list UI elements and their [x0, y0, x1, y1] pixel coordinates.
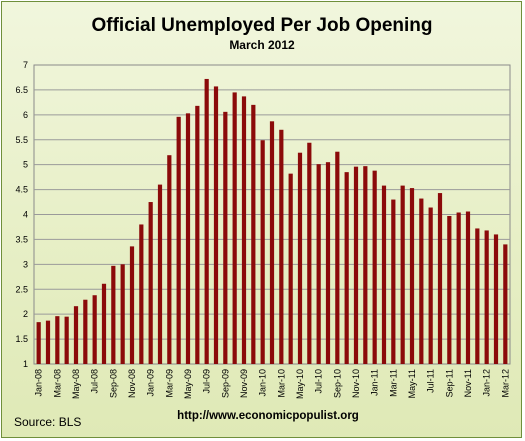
bar-Oct-11 [456, 212, 461, 364]
x-tick-label: May-08 [71, 369, 81, 399]
bar-Apr-11 [400, 185, 405, 364]
y-tick-label: 2.5 [15, 284, 28, 294]
x-tick-label: Mar-12 [500, 369, 510, 398]
x-tick-label: Jan-10 [258, 369, 268, 397]
y-tick-label: 5.5 [15, 135, 28, 145]
x-axis-tick-labels: Jan-08 Mar-08 May-08 Jul-08 Sep-08 Nov-08 Jan-… [34, 369, 511, 399]
bar-Aug-10 [325, 162, 331, 364]
x-tick-label: Jul-10 [314, 369, 324, 394]
y-tick-label: 3 [23, 259, 28, 269]
bar-Dec-11 [475, 228, 480, 364]
x-tick-label: Sep-08 [108, 369, 118, 398]
bar-Jun-11 [419, 198, 424, 364]
bar-Feb-08 [45, 320, 51, 364]
bar-May-08 [73, 306, 79, 364]
x-tick-label: Jan-12 [482, 369, 492, 397]
bar-Jan-12 [484, 230, 489, 364]
bar-Nov-08 [129, 246, 135, 364]
x-tick-label: Mar-10 [276, 369, 286, 398]
x-tick-label: Jul-09 [202, 369, 212, 394]
bar-Oct-09 [232, 92, 237, 364]
bar-Jan-10 [260, 140, 265, 364]
bar-May-11 [409, 188, 415, 364]
bar-Aug-11 [437, 193, 443, 364]
bar-Jan-08 [36, 322, 41, 364]
x-tick-label: Mar-08 [52, 369, 62, 398]
bar-Jul-11 [428, 207, 433, 364]
bar-Jun-10 [307, 142, 312, 364]
bar-Oct-08 [120, 264, 125, 364]
bar-Sep-11 [447, 215, 452, 364]
bar-Jul-08 [92, 295, 97, 364]
bar-Jan-09 [148, 202, 153, 364]
x-tick-label: May-09 [183, 369, 193, 399]
x-tick-label: Nov-11 [463, 369, 473, 397]
bar-Aug-08 [101, 283, 107, 364]
bar-Aug-09 [213, 86, 219, 365]
bar-Jun-08 [83, 299, 88, 364]
source-label: Source: BLS [14, 415, 81, 429]
y-tick-label: 4.5 [15, 185, 28, 195]
x-tick-label: Sep-10 [332, 369, 342, 398]
bar-Mar-10 [279, 129, 284, 364]
bar-Nov-11 [465, 211, 471, 364]
bar-Jan-11 [372, 170, 377, 364]
x-tick-label: Jan-09 [146, 369, 156, 397]
y-tick-label: 2 [23, 309, 28, 319]
bar-Apr-08 [64, 316, 69, 364]
y-tick-label: 4 [23, 210, 28, 220]
x-tick-label: Mar-09 [164, 369, 174, 398]
bar-Sep-08 [111, 265, 116, 364]
x-tick-label: Mar-11 [388, 369, 398, 397]
y-axis-tick-labels: 1 1.5 2 2.5 3 3.5 4 4.5 5 5.5 6 6.5 7 [15, 60, 28, 369]
y-tick-label: 6 [23, 110, 28, 120]
x-tick-label: Jan-11 [370, 369, 380, 396]
bar-Apr-10 [288, 173, 293, 364]
x-tick-label: Sep-09 [220, 369, 230, 398]
bar-series [36, 78, 508, 365]
bar-Mar-11 [391, 199, 396, 364]
bar-Feb-10 [269, 121, 275, 364]
bar-Nov-10 [353, 166, 359, 364]
bar-Jul-09 [204, 78, 209, 364]
bar-Dec-10 [363, 166, 368, 364]
bar-Dec-08 [139, 224, 144, 364]
bar-Mar-08 [55, 316, 60, 364]
bar-Jul-10 [316, 164, 321, 364]
bar-Dec-09 [251, 104, 256, 365]
bar-Sep-09 [223, 111, 228, 364]
bar-Feb-09 [157, 184, 163, 364]
y-tick-label: 3.5 [15, 234, 28, 244]
x-tick-label: May-11 [407, 369, 417, 398]
bar-Feb-11 [381, 185, 387, 364]
x-tick-label: Nov-09 [239, 369, 249, 398]
bar-May-10 [297, 152, 303, 364]
y-tick-label: 1.5 [15, 334, 28, 344]
bar-Sep-10 [335, 151, 340, 364]
x-tick-label: Jul-11 [426, 369, 436, 393]
y-tick-label: 1 [23, 359, 28, 369]
x-tick-label: Nov-10 [351, 369, 361, 398]
bar-Mar-09 [167, 155, 172, 364]
x-tick-label: Jan-08 [34, 369, 44, 397]
website-url: http://www.economicpopulist.org [177, 410, 359, 422]
bar-May-09 [185, 113, 191, 364]
y-tick-label: 7 [23, 60, 28, 70]
bar-Oct-10 [344, 172, 349, 364]
x-tick-label: Sep-11 [444, 369, 454, 397]
x-tick-label: Jul-08 [90, 369, 100, 394]
bar-Apr-09 [176, 116, 181, 364]
chart-title: Official Unemployed Per Job Opening [92, 15, 433, 36]
x-tick-label: May-10 [295, 369, 305, 399]
x-tick-label: Nov-08 [127, 369, 137, 398]
y-tick-label: 5 [23, 160, 28, 170]
bar-Feb-12 [493, 234, 499, 364]
bar-Nov-09 [241, 96, 247, 364]
chart-subtitle: March 2012 [229, 38, 295, 52]
y-tick-label: 6.5 [15, 85, 28, 95]
bar-Mar-12 [503, 244, 508, 364]
bar-Jun-09 [195, 105, 200, 365]
